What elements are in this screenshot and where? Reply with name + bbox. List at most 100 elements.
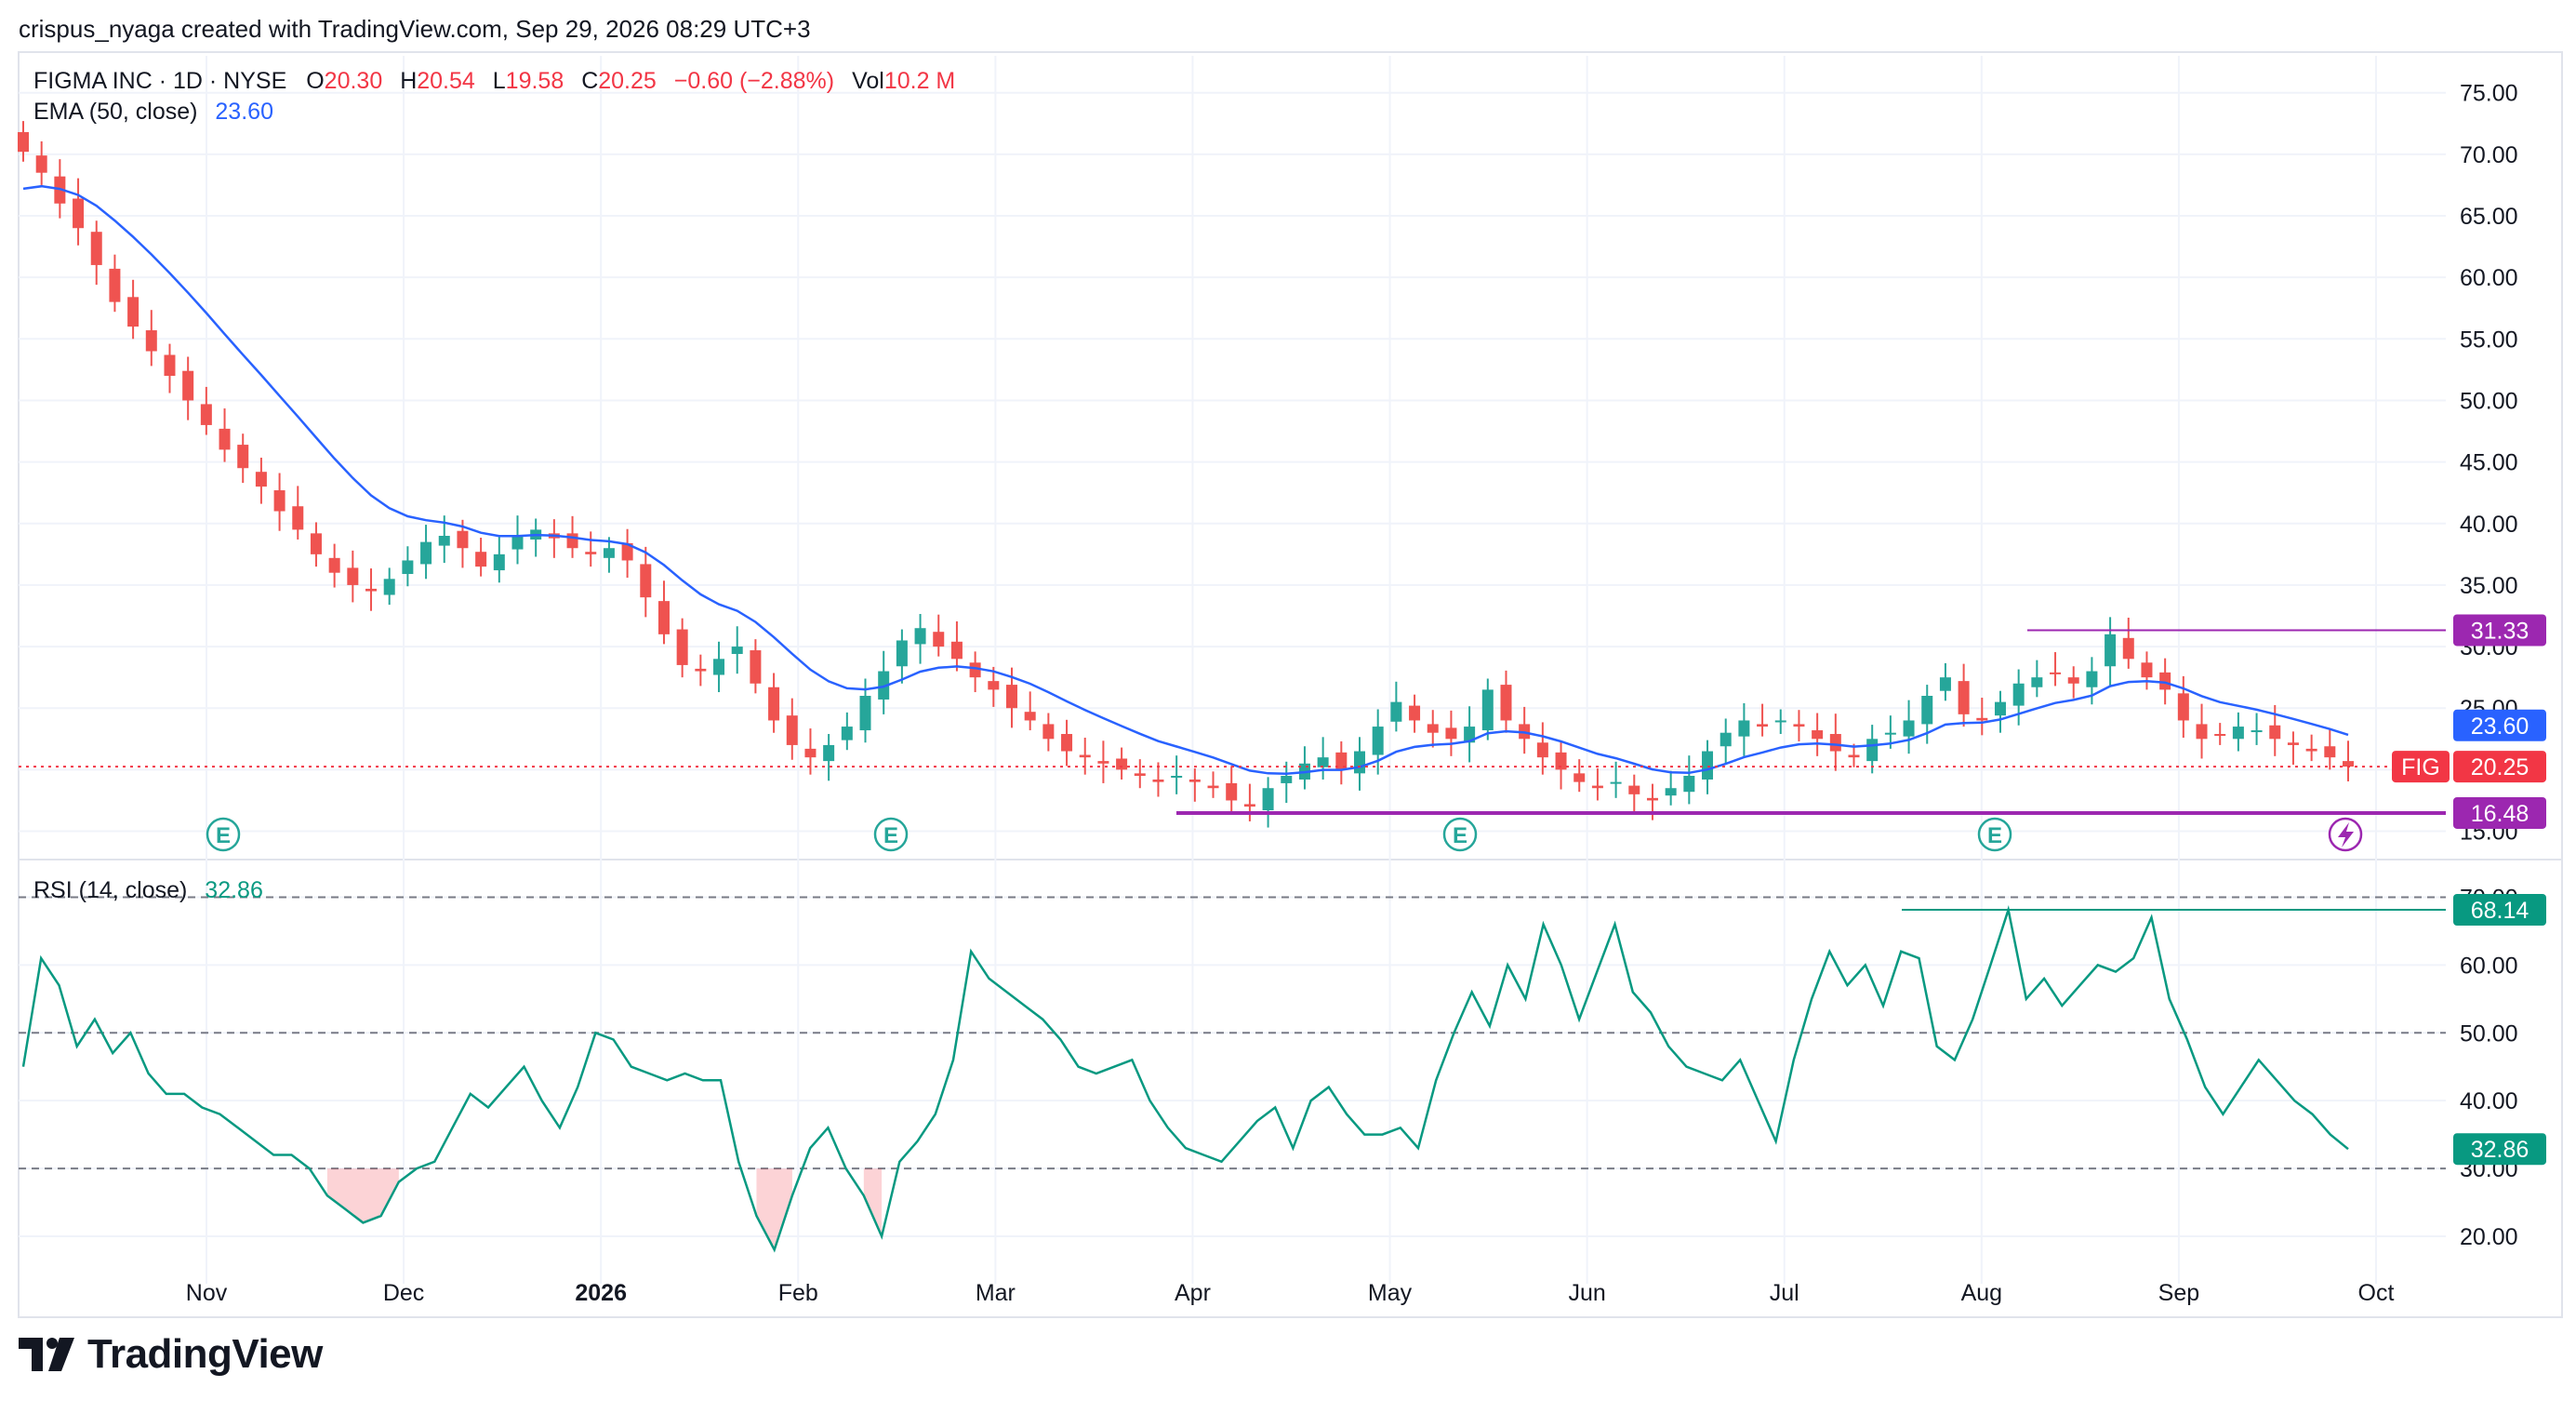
candle[interactable] — [1097, 740, 1109, 783]
candle[interactable] — [1628, 774, 1640, 812]
candle[interactable] — [365, 568, 378, 611]
candle[interactable] — [1281, 761, 1293, 804]
candle[interactable] — [713, 641, 725, 693]
candle[interactable] — [402, 546, 414, 587]
candle[interactable] — [1335, 740, 1348, 785]
candle[interactable] — [1591, 768, 1603, 801]
candle[interactable] — [164, 343, 176, 393]
candle[interactable] — [511, 515, 524, 565]
earnings-marker[interactable]: E — [1442, 817, 1478, 852]
candle[interactable] — [2105, 617, 2117, 687]
candle[interactable] — [1610, 761, 1622, 798]
candle[interactable] — [1317, 737, 1329, 780]
earnings-marker[interactable]: E — [206, 817, 241, 852]
candle[interactable] — [1793, 710, 1805, 741]
candle[interactable] — [933, 614, 945, 657]
candle[interactable] — [1573, 759, 1586, 793]
candle[interactable] — [896, 629, 908, 684]
candle[interactable] — [1481, 678, 1494, 740]
candle[interactable] — [1262, 777, 1274, 828]
candle[interactable] — [768, 673, 780, 733]
candle[interactable] — [255, 457, 267, 504]
candle[interactable] — [1812, 713, 1824, 756]
candle[interactable] — [457, 519, 469, 568]
candle[interactable] — [1116, 747, 1128, 780]
candle[interactable] — [2122, 617, 2134, 669]
candle[interactable] — [1152, 762, 1164, 797]
candle[interactable] — [603, 537, 615, 573]
candle[interactable] — [219, 408, 231, 462]
candle-series[interactable] — [18, 121, 2354, 828]
candle[interactable] — [1445, 710, 1457, 756]
candle[interactable] — [127, 279, 139, 340]
candle[interactable] — [182, 356, 194, 420]
candle[interactable] — [347, 550, 359, 603]
dividend-event-marker[interactable] — [2328, 817, 2363, 852]
candle[interactable] — [475, 537, 487, 577]
candle[interactable] — [1298, 746, 1310, 790]
candle[interactable] — [1372, 709, 1384, 775]
candle[interactable] — [1500, 670, 1512, 733]
candle[interactable] — [786, 698, 798, 760]
candle[interactable] — [823, 734, 835, 781]
candle[interactable] — [2141, 651, 2153, 690]
candle[interactable] — [1079, 737, 1091, 775]
candle[interactable] — [2287, 731, 2299, 766]
candle[interactable] — [2324, 728, 2336, 770]
candle[interactable] — [988, 666, 1000, 707]
candle[interactable] — [969, 651, 981, 693]
candle[interactable] — [1042, 713, 1055, 752]
candle[interactable] — [1976, 697, 1988, 736]
candle[interactable] — [1774, 709, 1786, 735]
candle[interactable] — [237, 433, 249, 484]
candle[interactable] — [1903, 700, 1915, 754]
candle[interactable] — [420, 525, 432, 580]
candle[interactable] — [1757, 703, 1769, 737]
candle[interactable] — [145, 310, 157, 367]
candle[interactable] — [1390, 681, 1402, 732]
candle[interactable] — [109, 254, 121, 313]
candle[interactable] — [1207, 771, 1219, 798]
candle[interactable] — [200, 386, 212, 435]
candle[interactable] — [2305, 734, 2317, 762]
candle[interactable] — [1188, 768, 1201, 802]
candle[interactable] — [585, 531, 597, 567]
candle[interactable] — [292, 486, 304, 540]
candle[interactable] — [1829, 714, 1841, 771]
candle[interactable] — [1024, 691, 1036, 731]
candle[interactable] — [640, 546, 652, 618]
time-axis[interactable]: Nov Dec 2026 Feb Mar Apr May Jun Jul Aug Sep Oct — [186, 1280, 2395, 1306]
candle[interactable] — [1354, 737, 1366, 791]
candle[interactable] — [2050, 652, 2062, 687]
candle[interactable] — [2343, 740, 2354, 781]
candle[interactable] — [548, 519, 560, 558]
candle[interactable] — [841, 712, 853, 751]
candle[interactable] — [1939, 662, 1951, 701]
candle[interactable] — [914, 614, 926, 664]
candle[interactable] — [2012, 669, 2025, 726]
candle[interactable] — [2251, 713, 2263, 745]
candle[interactable] — [1061, 719, 1073, 767]
candle[interactable] — [2232, 712, 2244, 752]
candle[interactable] — [1555, 740, 1567, 790]
candle[interactable] — [2196, 703, 2208, 759]
price-axis[interactable]: 15.0020.0025.0030.0035.0040.0045.0050.00… — [2460, 81, 2518, 846]
candle[interactable] — [950, 620, 963, 672]
candle[interactable] — [90, 220, 102, 286]
candle[interactable] — [1243, 783, 1255, 821]
candle[interactable] — [1226, 766, 1238, 813]
candle[interactable] — [695, 654, 707, 687]
candle[interactable] — [310, 522, 322, 567]
candle[interactable] — [1720, 718, 1732, 764]
candle[interactable] — [1994, 690, 2006, 733]
candle[interactable] — [35, 140, 47, 185]
candle[interactable] — [1536, 722, 1548, 775]
candle[interactable] — [1171, 755, 1183, 794]
candle[interactable] — [878, 650, 890, 714]
candle[interactable] — [1738, 702, 1750, 756]
candle[interactable] — [2214, 723, 2226, 745]
candle[interactable] — [493, 537, 505, 583]
candle[interactable] — [273, 473, 285, 531]
candle[interactable] — [328, 543, 340, 588]
